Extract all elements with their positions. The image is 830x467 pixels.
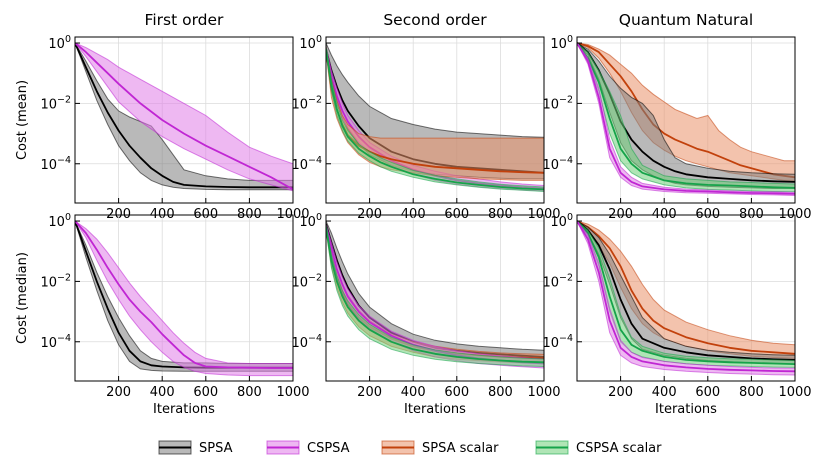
panel-title: Quantum Natural (619, 11, 753, 29)
line-cspsa-scalar (577, 42, 795, 189)
y-tick-label: 10−4 (542, 333, 573, 351)
x-tick-label: 200 (106, 385, 131, 400)
legend-label: CSPSA (307, 441, 350, 456)
line-cspsa (75, 220, 293, 369)
plot-area (577, 220, 795, 376)
band-cspsa (75, 220, 293, 377)
plot-area (326, 220, 544, 369)
y-tick-label: 10−4 (40, 155, 71, 173)
band-cspsa (577, 42, 795, 197)
panel-title: Second order (383, 11, 487, 29)
panel-median-3: 100 10−2 10−4 200 400 600 800 1000 Iterations (542, 212, 811, 417)
y-tick-label: 100 (299, 212, 322, 230)
line-spsa (326, 223, 544, 358)
axes-frame (325, 36, 545, 204)
band-spsa (75, 220, 293, 372)
legend: SPSA CSPSA SPSA scalar CSPSA scalar (158, 440, 662, 456)
x-tick-label: 800 (739, 385, 764, 400)
line-cspsa-scalar (326, 226, 544, 364)
band-spsa (75, 42, 293, 191)
x-tick-label: 1000 (778, 385, 811, 400)
y-axis-label: Cost (median) (15, 252, 30, 344)
axes-frame (74, 214, 294, 382)
panel-title: First order (145, 11, 225, 29)
axes-frame (576, 214, 796, 382)
line-cspsa (75, 42, 293, 191)
x-tick-label: 600 (695, 385, 720, 400)
band-spsa-scalar (326, 46, 544, 181)
y-tick-label: 10−4 (291, 333, 322, 351)
x-tick-label: 200 (608, 385, 633, 400)
band-cspsa-scalar (326, 224, 544, 368)
line-spsa (577, 220, 795, 361)
y-tick-label: 10−2 (542, 94, 573, 112)
panel-median-1: 100 10−2 10−4 200 400 600 800 1000 Iterations Cos… (15, 212, 310, 417)
line-spsa (75, 42, 293, 189)
band-cspsa (75, 42, 293, 192)
x-tick-label: 200 (357, 385, 382, 400)
y-tick-label: 10−2 (542, 272, 573, 290)
legend-item-spsa: SPSA (158, 440, 233, 456)
x-tick-label: 600 (193, 385, 218, 400)
panel-median-2: 100 10−2 10−4 200 400 600 800 1000 Iterations (291, 212, 560, 417)
x-axis-label: Iterations (404, 402, 466, 417)
line-cspsa-scalar (326, 48, 544, 191)
y-tick-label: 10−4 (40, 333, 71, 351)
x-axis-label: Iterations (153, 402, 215, 417)
y-tick-label: 10−4 (291, 155, 322, 173)
x-tick-label: 800 (237, 385, 262, 400)
legend-label: SPSA scalar (422, 441, 499, 456)
x-tick-label: 1000 (276, 385, 309, 400)
y-tick-label: 100 (299, 34, 322, 52)
plot-area (75, 42, 293, 192)
line-spsa-scalar (577, 220, 795, 355)
legend-item-spsa-scalar: SPSA scalar (381, 440, 499, 456)
line-cspsa (577, 220, 795, 373)
legend-label: SPSA (199, 441, 233, 456)
y-tick-label: 10−2 (291, 94, 322, 112)
axes-frame (325, 214, 545, 382)
x-tick-label: 800 (488, 385, 513, 400)
line-spsa-scalar (577, 42, 795, 179)
x-tick-label: 1000 (527, 385, 560, 400)
plot-area (326, 42, 544, 193)
legend-item-cspsa: CSPSA (266, 440, 350, 456)
legend-label: CSPSA scalar (576, 441, 662, 456)
axes-frame (74, 36, 294, 204)
y-tick-label: 100 (550, 34, 573, 52)
plot-area (577, 42, 795, 197)
y-tick-label: 100 (550, 212, 573, 230)
band-cspsa-scalar (326, 46, 544, 193)
plot-area (75, 220, 293, 377)
band-cspsa-scalar (577, 42, 795, 193)
x-axis-label: Iterations (655, 402, 717, 417)
y-tick-label: 10−2 (291, 272, 322, 290)
y-axis-label: Cost (mean) (15, 80, 30, 160)
band-cspsa (577, 220, 795, 376)
x-tick-label: 400 (150, 385, 175, 400)
y-tick-label: 10−2 (40, 94, 71, 112)
line-cspsa (577, 42, 795, 195)
x-tick-label: 400 (652, 385, 677, 400)
x-tick-label: 400 (401, 385, 426, 400)
y-tick-label: 100 (48, 212, 71, 230)
line-cspsa-scalar (577, 220, 795, 365)
y-tick-label: 100 (48, 34, 71, 52)
x-tick-label: 600 (444, 385, 469, 400)
y-tick-label: 10−4 (542, 155, 573, 173)
legend-item-cspsa-scalar: CSPSA scalar (535, 440, 662, 456)
axes-frame (576, 36, 796, 204)
y-tick-label: 10−2 (40, 272, 71, 290)
